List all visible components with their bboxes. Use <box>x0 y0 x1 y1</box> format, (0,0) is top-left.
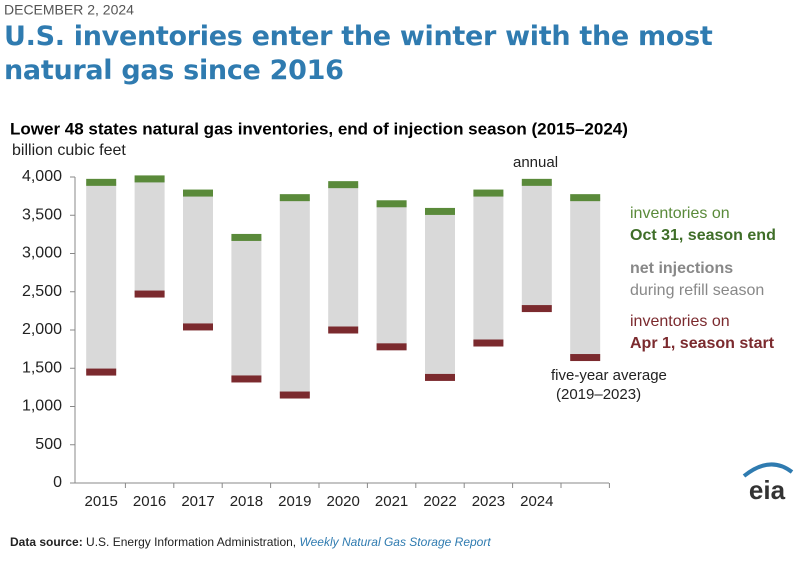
source: Data source: U.S. Energy Information Adm… <box>10 535 491 549</box>
season-start-marker <box>231 375 262 383</box>
logo-swoosh <box>742 462 794 478</box>
net-injection-bar <box>328 184 359 330</box>
source-text: U.S. Energy Information Administration, <box>86 535 299 549</box>
y-tick-label: 4,000 <box>22 168 62 185</box>
season-end-marker <box>521 178 552 186</box>
season-start-marker <box>425 373 455 381</box>
legend-label: inventories on <box>630 205 730 222</box>
net-injection-bar <box>183 193 213 327</box>
legend-label: during refill season <box>630 282 764 299</box>
season-start-marker <box>279 391 310 399</box>
net-injection-bar <box>279 197 310 396</box>
x-tick-label: 2020 <box>327 493 360 510</box>
net-injection-bar <box>376 203 407 347</box>
x-tick-label: 2016 <box>133 493 166 510</box>
season-end-marker <box>183 189 213 197</box>
logo: eia <box>749 475 786 505</box>
legend-label: net injections <box>630 260 733 277</box>
y-axis-label: billion cubic feet <box>12 142 126 159</box>
y-tick-label: 1,500 <box>22 359 62 376</box>
season-start-marker <box>376 343 407 351</box>
y-tick-label: 500 <box>35 436 62 453</box>
net-injection-bar <box>521 182 552 309</box>
y-tick-label: 2,000 <box>22 321 62 338</box>
season-start-marker <box>328 326 359 334</box>
chart-title: Lower 48 states natural gas inventories,… <box>10 119 628 138</box>
season-start-marker <box>86 368 117 376</box>
season-start-marker <box>521 305 552 313</box>
season-end-marker <box>279 194 310 202</box>
season-start-marker <box>183 323 213 331</box>
source-link[interactable]: Weekly Natural Gas Storage Report <box>299 535 491 549</box>
headline-box: U.S. inventories enter the winter with t… <box>4 21 713 86</box>
net-injection-bar <box>86 182 117 373</box>
season-end-marker <box>473 189 504 197</box>
net-injection-bar <box>231 237 262 379</box>
net-injection-bar <box>134 178 165 295</box>
x-tick-label: 2023 <box>472 493 505 510</box>
y-tick-label: 2,500 <box>22 283 62 300</box>
net-injection-bar <box>570 197 601 358</box>
legend-label: Apr 1, season start <box>630 335 775 352</box>
season-start-marker <box>570 354 601 362</box>
x-tick-label: 2019 <box>278 493 311 510</box>
x-tick-label: 2022 <box>423 493 456 510</box>
season-end-marker <box>231 233 262 241</box>
season-end-marker <box>376 200 407 208</box>
annotation: five-year average <box>551 367 667 384</box>
x-tick-label: 2018 <box>230 493 263 510</box>
net-injection-bar <box>425 211 455 378</box>
season-end-marker <box>570 194 601 202</box>
date: DECEMBER 2, 2024 <box>4 2 134 18</box>
x-tick-label: 2017 <box>181 493 214 510</box>
y-tick-label: 3,000 <box>22 245 62 262</box>
y-tick-label: 3,500 <box>22 206 62 223</box>
y-tick-label: 1,000 <box>22 398 62 415</box>
annotation: annual <box>513 154 558 171</box>
annotation: (2019–2023) <box>556 386 641 403</box>
season-end-marker <box>134 175 165 183</box>
x-tick-label: 2024 <box>520 493 553 510</box>
season-end-marker <box>86 178 117 186</box>
source-label: Data source: <box>10 535 83 549</box>
x-tick-label: 2015 <box>85 493 118 510</box>
legend-label: inventories on <box>630 313 730 330</box>
legend-label: Oct 31, season end <box>630 227 776 244</box>
net-injection-bar <box>473 193 504 344</box>
season-start-marker <box>134 290 165 298</box>
season-end-marker <box>425 207 455 215</box>
season-end-marker <box>328 181 359 189</box>
season-start-marker <box>473 339 504 347</box>
x-tick-label: 2021 <box>375 493 408 510</box>
headline: U.S. inventories enter the winter with t… <box>4 21 713 86</box>
y-tick-label: 0 <box>53 474 62 491</box>
